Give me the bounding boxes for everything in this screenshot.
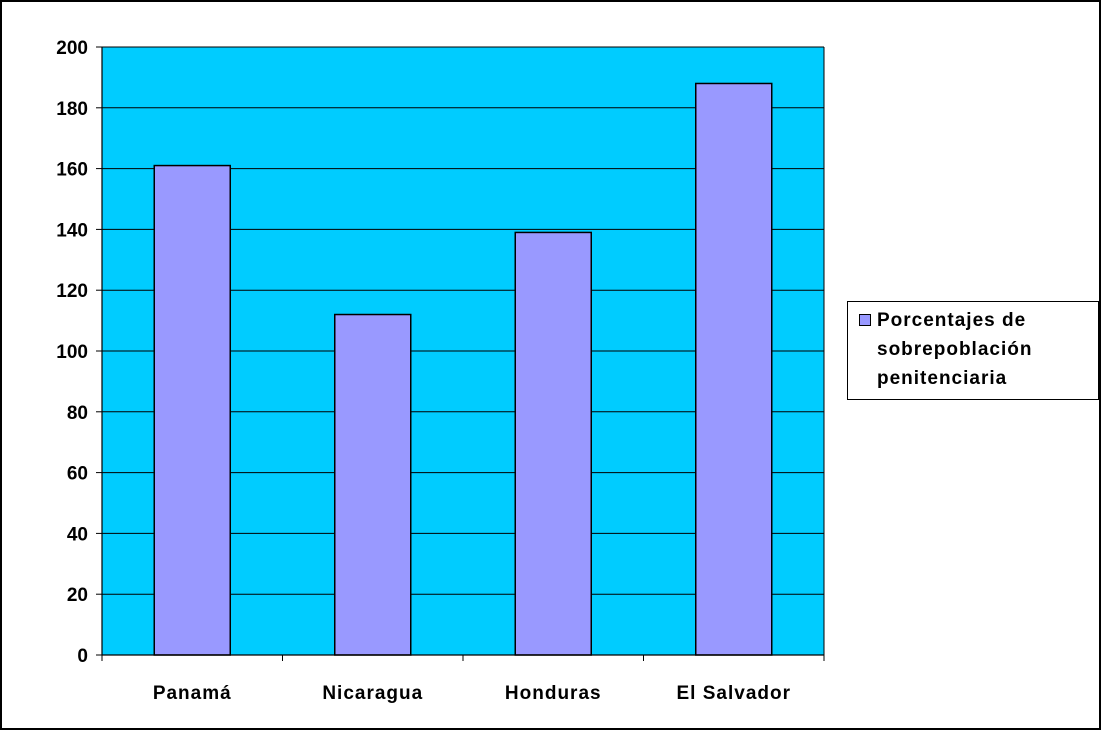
y-tick-label: 0 — [77, 646, 88, 667]
y-tick-label: 160 — [56, 160, 88, 181]
x-tick-label: Honduras — [505, 683, 602, 704]
y-tick-label: 200 — [56, 38, 88, 59]
bar — [153, 164, 231, 656]
x-tick-label: El Salvador — [677, 683, 792, 704]
y-tick-label: 80 — [67, 403, 88, 424]
x-tick-label: Nicaragua — [322, 683, 423, 704]
y-tick-label: 120 — [56, 281, 88, 302]
legend-swatch — [859, 314, 871, 326]
y-tick-label: 180 — [56, 99, 88, 120]
y-tick-labels: 0 20 40 60 80 100 120 140 160 180 200 — [56, 38, 102, 667]
y-tick-label: 60 — [67, 464, 88, 485]
y-tick-label: 40 — [67, 524, 88, 545]
y-tick-label: 20 — [67, 585, 88, 606]
bar — [514, 231, 592, 656]
bar — [334, 313, 412, 656]
axes — [101, 46, 825, 661]
legend: Porcentajes de sobrepoblación penitencia… — [847, 301, 1099, 400]
y-tick-label: 100 — [56, 342, 88, 363]
legend-label: Porcentajes de sobrepoblación penitencia… — [877, 310, 1033, 389]
x-tick-label: Panamá — [153, 683, 232, 704]
bar — [695, 82, 773, 656]
y-tick-label: 140 — [56, 220, 88, 241]
bars — [153, 82, 773, 656]
x-tick-labels: Panamá Nicaragua Honduras El Salvador — [153, 683, 792, 704]
